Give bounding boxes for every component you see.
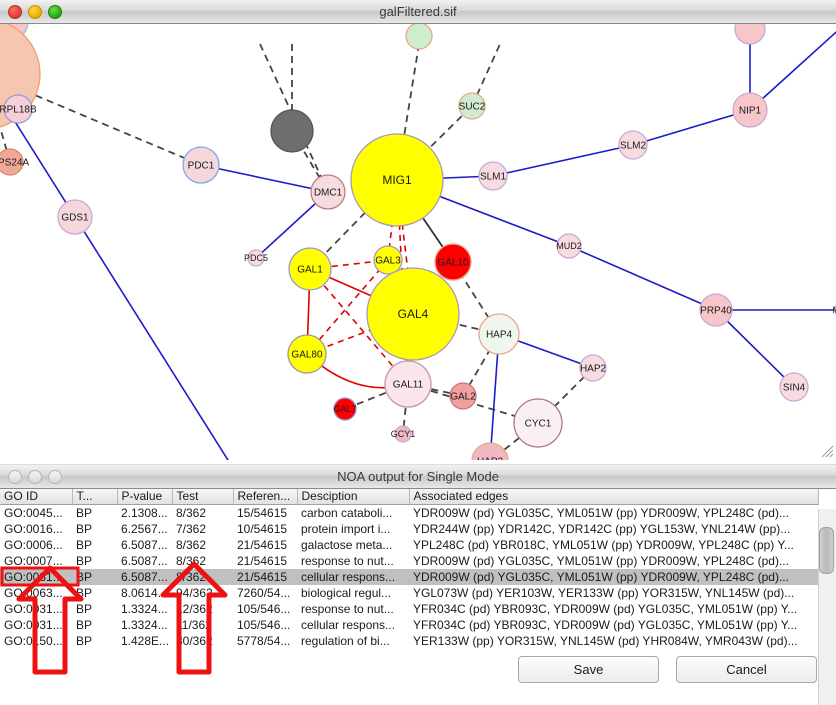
svg-text:GAL7: GAL7 [333, 404, 356, 414]
svg-text:PDC1: PDC1 [188, 160, 215, 171]
svg-text:SLM2: SLM2 [620, 140, 647, 151]
svg-text:GDS1: GDS1 [61, 212, 89, 223]
svg-text:SIN4: SIN4 [783, 382, 806, 393]
svg-text:RPS24A: RPS24A [0, 157, 30, 168]
svg-text:CYC1: CYC1 [525, 418, 552, 429]
svg-text:GAL3: GAL3 [375, 255, 401, 266]
svg-text:GAL4: GAL4 [398, 307, 429, 321]
svg-text:RPL18B: RPL18B [0, 104, 37, 115]
svg-text:MUD2: MUD2 [556, 241, 582, 251]
svg-text:PDC5: PDC5 [244, 253, 268, 263]
svg-text:GAL80: GAL80 [291, 349, 323, 360]
svg-text:DMC1: DMC1 [314, 187, 343, 198]
svg-text:PRP40: PRP40 [700, 305, 732, 316]
svg-text:HAP2: HAP2 [580, 363, 607, 374]
svg-text:GAL1: GAL1 [297, 264, 323, 275]
svg-text:GAL2: GAL2 [450, 391, 476, 402]
svg-text:HAP3: HAP3 [477, 456, 504, 460]
svg-text:HAP4: HAP4 [486, 329, 513, 340]
svg-text:GAL10: GAL10 [437, 257, 469, 268]
svg-text:MIG1: MIG1 [382, 173, 412, 187]
svg-text:GCY1: GCY1 [391, 429, 416, 439]
svg-text:MSN1: MSN1 [832, 305, 836, 315]
svg-text:NIP1: NIP1 [739, 105, 762, 116]
svg-text:SLM1: SLM1 [480, 171, 507, 182]
svg-text:SUC2: SUC2 [459, 101, 486, 112]
svg-text:GAL11: GAL11 [393, 379, 424, 390]
